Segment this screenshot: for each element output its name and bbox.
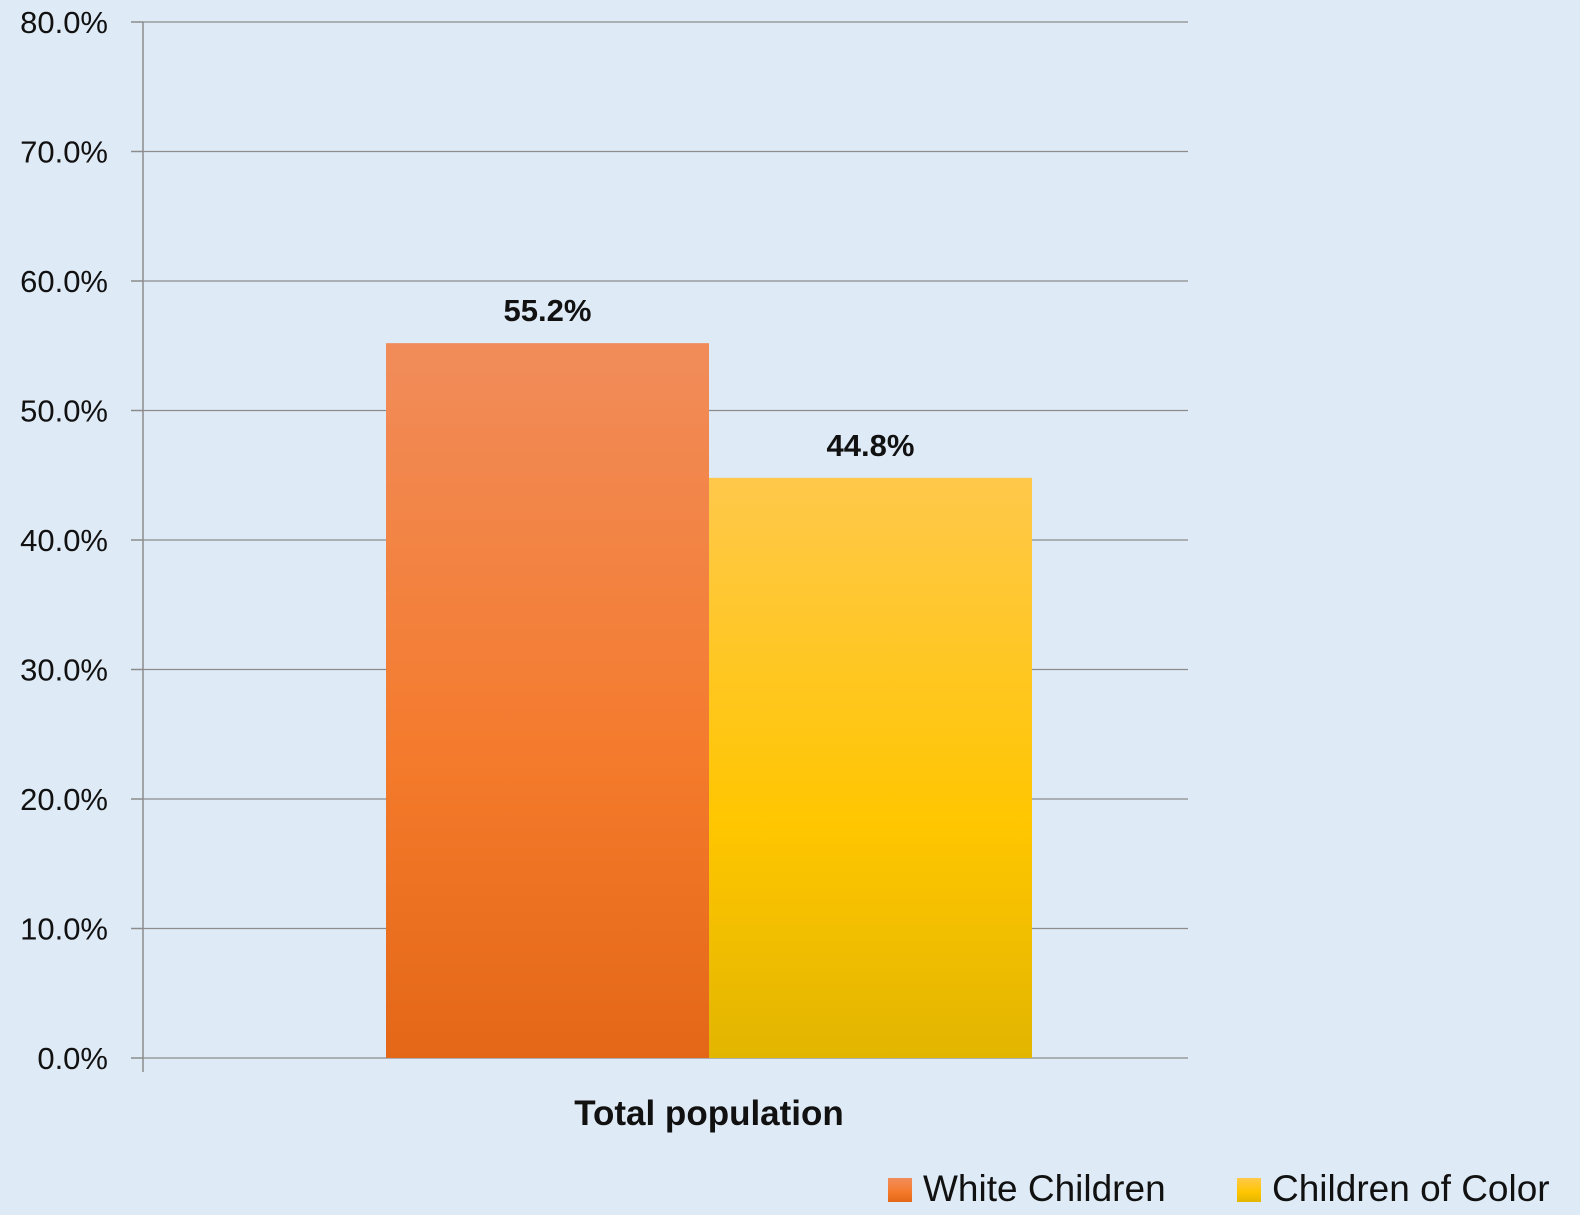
y-axis-tick-labels: 0.0% 10.0% 20.0% 30.0% 40.0% 50.0% 60.0% 70.0% 8… (20, 5, 108, 1076)
legend-label: Children of Color (1272, 1168, 1550, 1209)
legend: White Children Children of Color (888, 1168, 1550, 1209)
legend-label: White Children (923, 1168, 1166, 1209)
data-labels: 55.2% 44.8% (504, 293, 915, 463)
y-tick-label: 20.0% (20, 782, 108, 817)
y-tick-label: 80.0% (20, 5, 108, 40)
x-axis-category-labels: Total population (574, 1094, 844, 1133)
x-category-label: Total population (574, 1094, 844, 1133)
axes (131, 21, 144, 1072)
data-label: 44.8% (827, 428, 915, 463)
legend-swatch (1237, 1178, 1261, 1202)
y-tick-label: 30.0% (20, 653, 108, 688)
legend-swatch (888, 1178, 912, 1202)
y-tick-label: 50.0% (20, 394, 108, 429)
y-tick-label: 70.0% (20, 135, 108, 170)
y-tick-label: 0.0% (37, 1041, 108, 1076)
y-tick-label: 10.0% (20, 912, 108, 947)
y-tick-label: 60.0% (20, 264, 108, 299)
bar-white-children (386, 343, 709, 1058)
bars (386, 343, 1032, 1059)
bar-children-of-color (709, 477, 1032, 1059)
data-label: 55.2% (504, 293, 592, 328)
y-tick-label: 40.0% (20, 523, 108, 558)
